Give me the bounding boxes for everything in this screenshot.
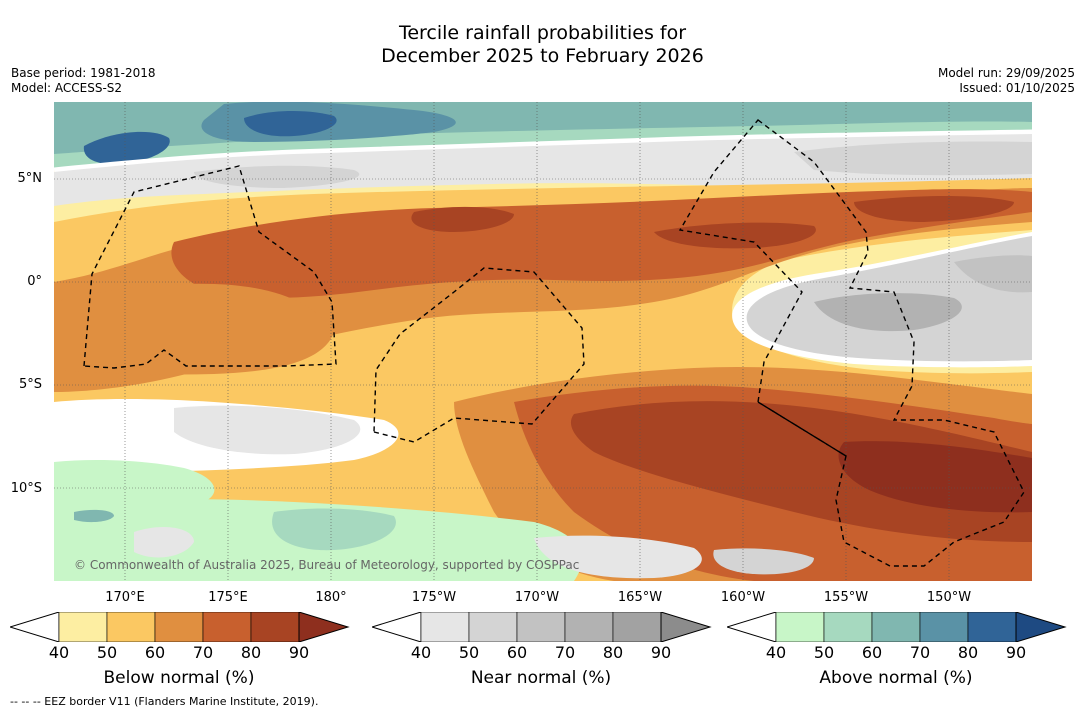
near-normal-east-70 [814,293,962,332]
colorbar-near-normal-40-50 [420,612,470,642]
cb2-tick-90: 90 [650,643,672,662]
near-normal-north-50b [194,165,360,188]
cb1-tick-80: 80 [240,643,262,662]
eez-kiribati-phoenix [373,267,585,443]
colorbar-above-normal-50-60 [823,612,873,642]
map-canvas [54,102,1032,581]
colorbar-below-normal-70-80 [202,612,252,642]
cb1-tick-60: 60 [144,643,166,662]
near-normal-north-50 [794,141,1032,176]
lon-label-170e: 170°E [105,590,145,605]
near-normal-south-patch-c [713,548,814,575]
colorbar-near-normal-title: Near normal (%) [470,668,612,688]
colorbar-near-normal-60-70 [516,612,566,642]
base-period: Base period: 1981-2018 [11,66,156,80]
cb3-tick-90: 90 [1005,643,1027,662]
cb2-tick-50: 50 [458,643,480,662]
colorbar-above-normal-70-80 [919,612,969,642]
colorbar-below-normal-60-70 [154,612,204,642]
below-normal-60-west [54,283,334,375]
colorbar-near-normal [372,612,712,642]
lon-label-150w: 150°W [926,590,972,605]
lon-label-170w: 170°W [514,590,560,605]
copyright-notice: © Commonwealth of Australia 2025, Bureau… [74,558,580,572]
cb3-tick-50: 50 [813,643,835,662]
issued-date: Issued: 01/10/2025 [959,81,1075,95]
cb3-tick-80: 80 [957,643,979,662]
colorbar-near-normal-under [372,612,422,642]
cb1-tick-70: 70 [192,643,214,662]
cb2-tick-60: 60 [506,643,528,662]
lon-label-175e: 175°E [208,590,248,605]
near-normal-south-patch-b [534,535,702,579]
cb3-tick-40: 40 [765,643,787,662]
cb3-tick-60: 60 [861,643,883,662]
colorbar-above-normal-60-70 [871,612,921,642]
near-normal-north-band [54,134,1032,206]
colorbar-below-normal-title: Below normal (%) [103,668,255,688]
lat-label-5n: 5°N [17,171,43,186]
cb2-tick-40: 40 [410,643,432,662]
model-run-date: Model run: 29/09/2025 [937,66,1075,80]
cb2-tick-80: 80 [602,643,624,662]
eez-borders [83,119,1025,567]
below-normal-80-north-b [654,222,816,249]
lon-label-180: 180° [315,590,347,605]
eez-kiribati-gilbert [83,165,337,369]
cb1-tick-40: 40 [48,643,70,662]
lat-label-0: 0° [27,274,42,289]
colorbar-below-normal-50-60 [106,612,156,642]
below-normal-90-south [838,441,1032,513]
near-normal-south-patch [134,527,194,558]
colorbar-above-normal-over [1015,612,1067,642]
chart-title-line2: December 2025 to February 2026 [381,45,704,67]
colorbar-above-normal-40-50 [775,612,825,642]
lat-label-10s: 10°S [10,481,42,496]
near-normal-east-60 [954,255,1032,293]
below-normal-70-north [171,189,1032,298]
above-normal-south-60 [272,508,396,551]
colorbar-below-normal-40-50 [58,612,108,642]
model-name: Model: ACCESS-S2 [11,81,123,95]
colorbar-below-normal-80-90 [250,612,300,642]
below-normal-80-south [570,401,1032,542]
below-normal-80-north-a [411,206,514,232]
chart-title-line1: Tercile rainfall probabilities for [398,22,687,44]
map-gridlines [54,102,1032,581]
lon-label-165w: 165°W [617,590,663,605]
colorbar-near-normal-50-60 [468,612,518,642]
above-normal-south-70 [74,509,114,523]
below-normal-80-north-c [854,196,1014,222]
cb3-tick-70: 70 [909,643,931,662]
near-normal-southwest [174,405,361,455]
colorbar-below-normal-under [10,612,60,642]
lat-label-5s: 5°S [18,377,42,392]
white-boundary-north [54,129,1032,173]
colorbar-below-normal [10,612,350,642]
colorbar-near-normal-80-90 [612,612,662,642]
colorbar-above-normal-title: Above normal (%) [819,668,973,688]
eez-footnote: -- -- -- EEZ border V11 (Flanders Marine… [10,695,319,708]
colorbar-above-normal-under [727,612,777,642]
lon-label-155w: 155°W [823,590,869,605]
lon-label-175w: 175°W [411,590,457,605]
above-normal-north-90a [83,131,170,165]
colorbar-near-normal-70-80 [564,612,614,642]
colorbar-below-normal-over [298,612,350,642]
cb2-tick-70: 70 [554,643,576,662]
colorbar-above-normal-80-90 [967,612,1017,642]
colorbar-near-normal-over [660,612,712,642]
cb1-tick-50: 50 [96,643,118,662]
above-normal-north-90b [244,111,337,137]
colorbar-above-normal [727,612,1067,642]
rainfall-probability-map: © Commonwealth of Australia 2025, Bureau… [54,102,1032,581]
lon-label-160w: 160°W [720,590,766,605]
cb1-tick-90: 90 [288,643,310,662]
above-normal-southwest-50 [54,460,215,506]
